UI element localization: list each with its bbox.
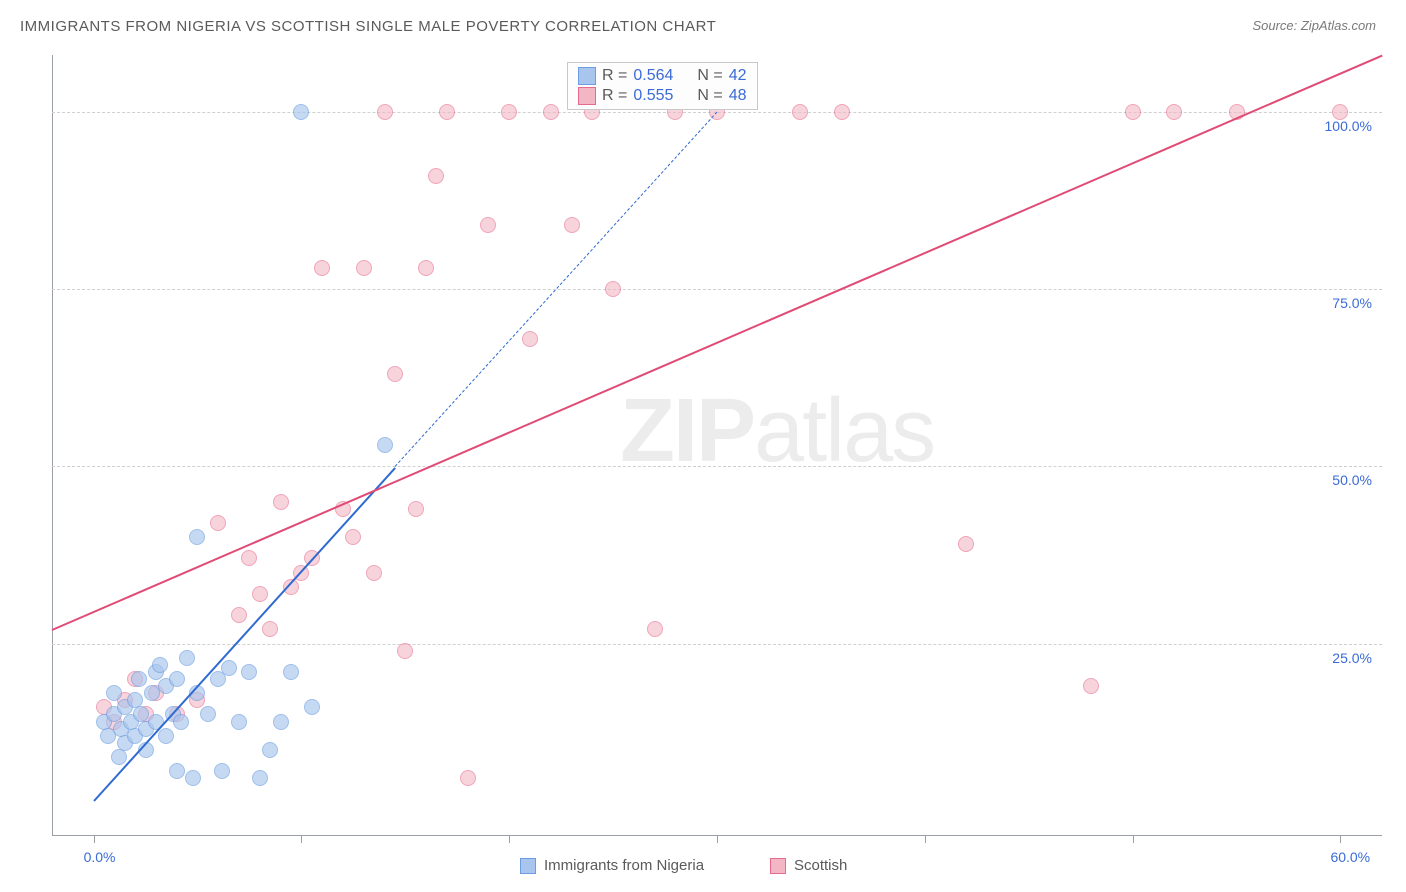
r-value: 0.555 bbox=[633, 87, 673, 105]
y-tick-label: 25.0% bbox=[1302, 650, 1372, 666]
data-point bbox=[179, 650, 195, 666]
legend-swatch bbox=[578, 67, 596, 85]
source-attribution: Source: ZipAtlas.com bbox=[1252, 18, 1376, 33]
data-point bbox=[304, 699, 320, 715]
data-point bbox=[283, 664, 299, 680]
data-point bbox=[356, 260, 372, 276]
legend-row: R = 0.555 N = 48 bbox=[578, 87, 747, 105]
data-point bbox=[543, 104, 559, 120]
x-tick-label: 0.0% bbox=[84, 849, 116, 865]
legend-row: R = 0.564 N = 42 bbox=[578, 67, 747, 85]
data-point bbox=[169, 671, 185, 687]
data-point bbox=[241, 664, 257, 680]
data-point bbox=[387, 366, 403, 382]
data-point bbox=[231, 714, 247, 730]
chart-title: IMMIGRANTS FROM NIGERIA VS SCOTTISH SING… bbox=[20, 18, 716, 35]
data-point bbox=[377, 104, 393, 120]
data-point bbox=[221, 660, 237, 676]
legend-swatch bbox=[578, 87, 596, 105]
data-point bbox=[522, 331, 538, 347]
x-tick-label: 60.0% bbox=[1330, 849, 1370, 865]
data-point bbox=[210, 515, 226, 531]
data-point bbox=[252, 586, 268, 602]
data-point bbox=[1083, 678, 1099, 694]
data-point bbox=[377, 437, 393, 453]
legend-label: Scottish bbox=[794, 857, 847, 874]
data-point bbox=[564, 217, 580, 233]
data-point bbox=[428, 168, 444, 184]
data-point bbox=[460, 770, 476, 786]
trend-line bbox=[93, 467, 396, 802]
trend-line bbox=[52, 55, 1383, 631]
data-point bbox=[397, 643, 413, 659]
y-tick-label: 75.0% bbox=[1302, 295, 1372, 311]
data-point bbox=[366, 565, 382, 581]
data-point bbox=[173, 714, 189, 730]
plot-area: 25.0%50.0%75.0%100.0%0.0%60.0% bbox=[52, 55, 1382, 835]
data-point bbox=[262, 742, 278, 758]
correlation-legend: R = 0.564 N = 42 R = 0.555 N = 48 bbox=[567, 62, 758, 110]
data-point bbox=[958, 536, 974, 552]
data-point bbox=[480, 217, 496, 233]
r-value: 0.564 bbox=[633, 67, 673, 85]
n-value: 48 bbox=[729, 87, 747, 105]
y-tick-label: 100.0% bbox=[1302, 118, 1372, 134]
data-point bbox=[169, 763, 185, 779]
data-point bbox=[252, 770, 268, 786]
legend-label: Immigrants from Nigeria bbox=[544, 857, 704, 874]
data-point bbox=[1166, 104, 1182, 120]
data-point bbox=[158, 728, 174, 744]
data-point bbox=[418, 260, 434, 276]
y-tick-label: 50.0% bbox=[1302, 472, 1372, 488]
data-point bbox=[111, 749, 127, 765]
data-point bbox=[605, 281, 621, 297]
data-point bbox=[262, 621, 278, 637]
data-point bbox=[185, 770, 201, 786]
data-point bbox=[1125, 104, 1141, 120]
data-point bbox=[439, 104, 455, 120]
data-point bbox=[293, 104, 309, 120]
data-point bbox=[834, 104, 850, 120]
data-point bbox=[131, 671, 147, 687]
data-point bbox=[501, 104, 517, 120]
n-value: 42 bbox=[729, 67, 747, 85]
data-point bbox=[189, 529, 205, 545]
data-point bbox=[273, 714, 289, 730]
legend-swatch bbox=[520, 858, 536, 874]
data-point bbox=[408, 501, 424, 517]
data-point bbox=[647, 621, 663, 637]
data-point bbox=[314, 260, 330, 276]
data-point bbox=[241, 550, 257, 566]
legend-swatch bbox=[770, 858, 786, 874]
legend-item-nigeria: Immigrants from Nigeria bbox=[520, 857, 704, 874]
data-point bbox=[273, 494, 289, 510]
data-point bbox=[152, 657, 168, 673]
data-point bbox=[200, 706, 216, 722]
data-point bbox=[345, 529, 361, 545]
data-point bbox=[214, 763, 230, 779]
data-point bbox=[231, 607, 247, 623]
legend-item-scottish: Scottish bbox=[770, 857, 847, 874]
data-point bbox=[792, 104, 808, 120]
